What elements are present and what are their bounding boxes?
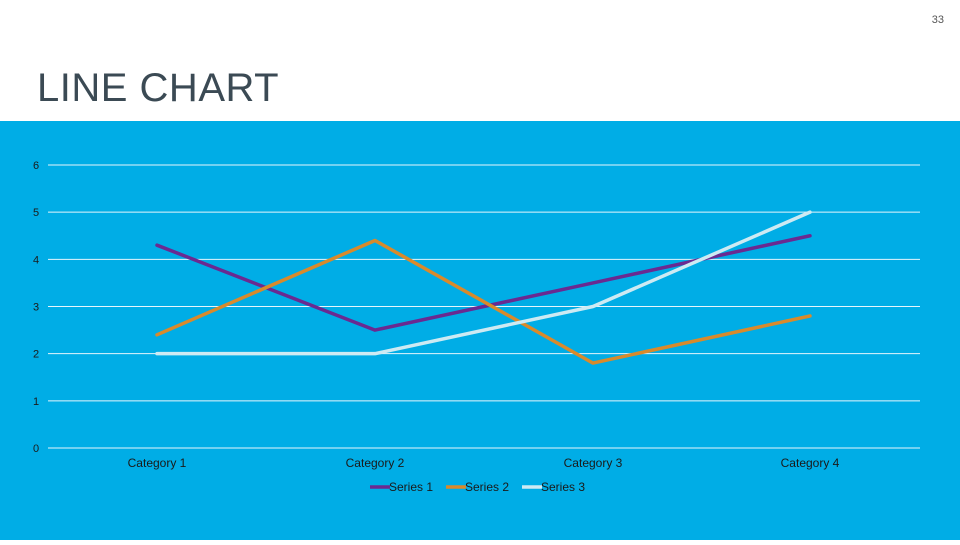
y-tick-label: 4	[33, 254, 39, 266]
y-tick-label: 3	[33, 302, 39, 314]
x-tick-label: Category 1	[128, 456, 187, 470]
y-tick-label: 6	[33, 160, 39, 172]
x-tick-label: Category 3	[564, 456, 623, 470]
y-tick-label: 5	[33, 207, 39, 219]
y-axis-tick-labels: 0 1 2 3 4 5 6	[33, 160, 39, 455]
legend-label: Series 2	[465, 480, 509, 494]
x-tick-label: Category 2	[346, 456, 405, 470]
page-number: 33	[931, 14, 944, 26]
x-axis-tick-labels: Category 1 Category 2 Category 3 Category 4	[128, 456, 840, 470]
y-tick-label: 2	[33, 349, 39, 361]
y-tick-label: 0	[33, 443, 39, 455]
legend-label: Series 3	[541, 480, 585, 494]
x-tick-label: Category 4	[781, 456, 840, 470]
series-line	[155, 210, 812, 356]
legend-label: Series 1	[389, 480, 433, 494]
legend: Series 1 Series 2 Series 3	[370, 480, 585, 494]
series-lines	[155, 210, 812, 365]
slide-title: LINE CHART	[37, 66, 280, 110]
series-line	[155, 238, 812, 365]
y-tick-label: 1	[33, 396, 39, 408]
